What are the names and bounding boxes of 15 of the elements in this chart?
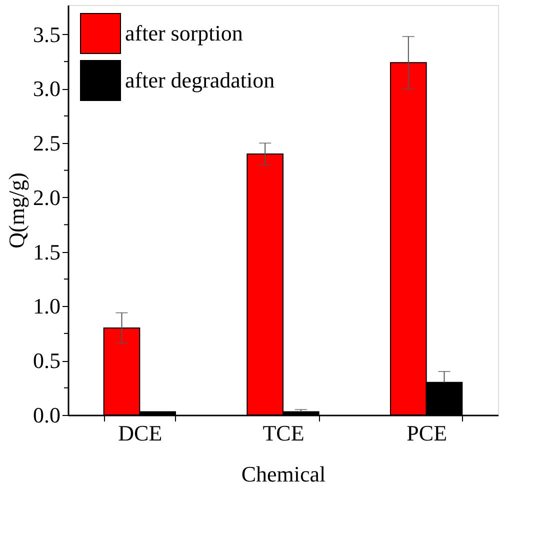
x-tick-label: DCE [118, 420, 162, 446]
legend-label: after sorption [125, 20, 243, 46]
x-tick-label: PCE [406, 420, 448, 446]
x-tick-label: TCE [262, 420, 304, 446]
y-tick-label: 1.0 [33, 294, 60, 319]
y-axis-title: Q(mg/g) [4, 172, 29, 248]
y-tick-label: 2.5 [33, 130, 60, 156]
y-tick-label: 0.5 [33, 348, 60, 374]
y-tick-label: 0.0 [33, 402, 60, 428]
legend-label: after degradation [125, 68, 275, 92]
y-tick-label: 3.0 [33, 76, 60, 102]
y-tick-label: 1.5 [33, 239, 60, 264]
y-tick-label: 2.0 [33, 184, 60, 210]
y-tick-label: 3.5 [33, 22, 60, 47]
x-axis-title: Chemical [241, 462, 326, 486]
